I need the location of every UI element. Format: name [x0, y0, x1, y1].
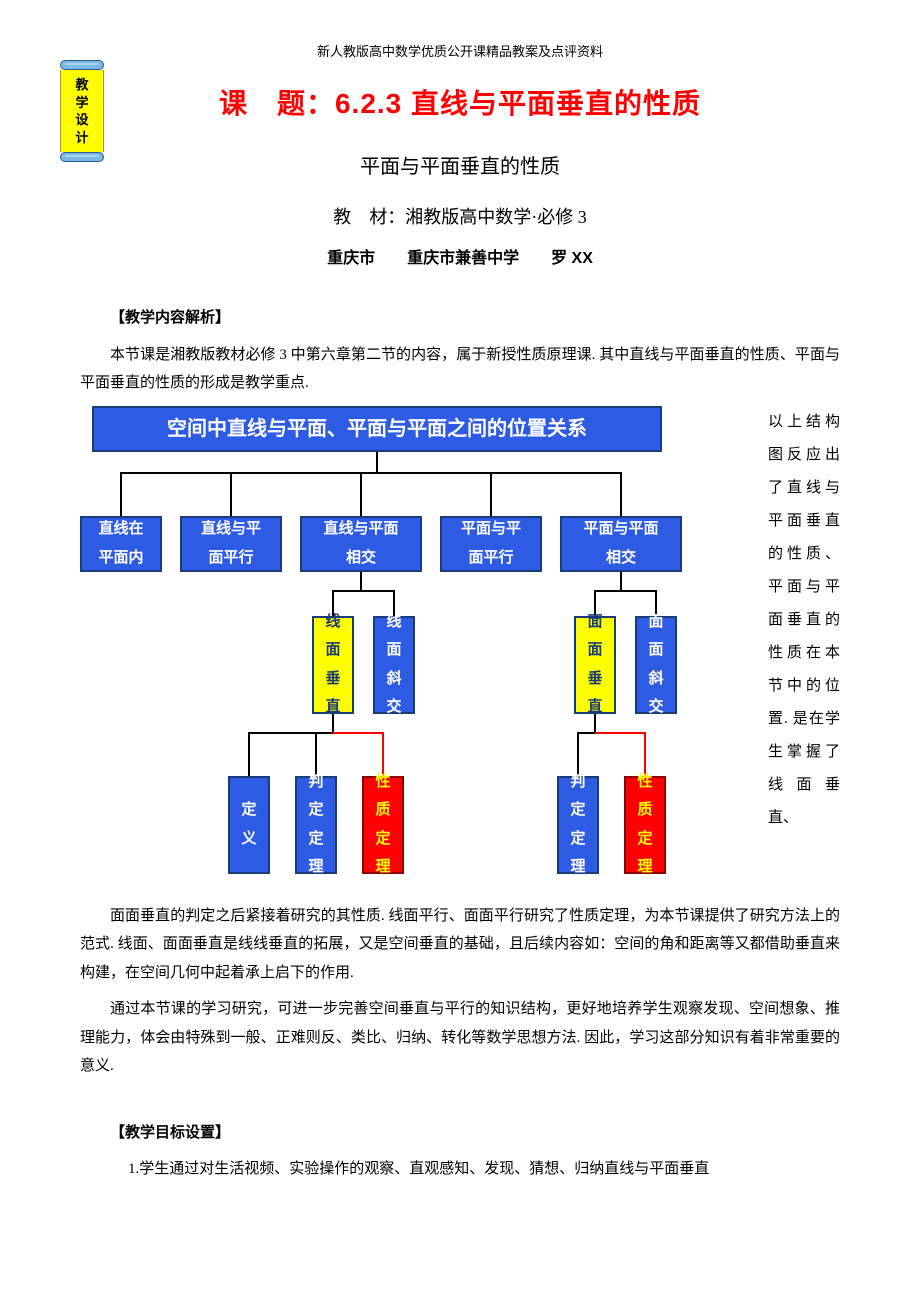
- scroll-body: 教 学 设 计: [60, 70, 104, 152]
- flow-node: 平面与平面 相交: [560, 516, 682, 572]
- flow-node: 面 面 垂 直: [574, 616, 616, 714]
- lesson-design-badge: 教 学 设 计: [60, 60, 104, 162]
- flow-node: 定 义: [228, 776, 270, 874]
- section-heading-goals: 【教学目标设置】: [80, 1119, 840, 1148]
- lesson-title: 课 题：6.2.3 直线与平面垂直的性质: [80, 77, 840, 130]
- flow-connector: [595, 590, 656, 592]
- badge-char: 设: [75, 112, 88, 127]
- flow-connector: [120, 472, 122, 516]
- flow-connector: [333, 590, 394, 592]
- lesson-subtitle: 平面与平面垂直的性质: [80, 148, 840, 186]
- flow-connector: [594, 714, 596, 732]
- flow-node: 空间中直线与平面、平面与平面之间的位置关系: [92, 406, 662, 452]
- flow-connector: [332, 714, 334, 732]
- flow-connector: [376, 452, 378, 472]
- scroll-decor-top: [60, 60, 104, 70]
- flow-connector: [248, 732, 250, 776]
- flow-connector: [595, 732, 645, 734]
- badge-char: 学: [75, 95, 88, 110]
- flow-node: 判 定 定 理: [295, 776, 337, 874]
- flow-connector: [490, 472, 492, 516]
- header-source-note: 新人教版高中数学优质公开课精品教案及点评资料: [80, 40, 840, 65]
- paragraph: 本节课是湘教版教材必修 3 中第六章第二节的内容，属于新授性质原理课. 其中直线…: [80, 341, 840, 398]
- wrapped-text-right: 以上结构图反应出了直线与平面垂直的性质、平面与平面垂直的性质在本节中的位置. 是…: [760, 406, 840, 835]
- flow-node: 直线与平 面平行: [180, 516, 282, 572]
- flow-node: 平面与平 面平行: [440, 516, 542, 572]
- flow-connector: [620, 472, 622, 516]
- flow-node: 性 质 定 理: [362, 776, 404, 874]
- goal-item: 1.学生通过对生活视频、实验操作的观察、直观感知、发现、猜想、归纳直线与平面垂直: [80, 1155, 840, 1184]
- author-info: 重庆市 重庆市兼善中学 罗 XX: [80, 244, 840, 274]
- paragraph: 通过本节课的学习研究，可进一步完善空间垂直与平行的知识结构，更好地培养学生观察发…: [80, 995, 840, 1081]
- textbook-info: 教 材：湘教版高中数学·必修 3: [80, 200, 840, 234]
- flow-connector: [230, 472, 232, 516]
- flow-connector: [333, 732, 383, 734]
- flow-node: 判 定 定 理: [557, 776, 599, 874]
- flow-node: 性 质 定 理: [624, 776, 666, 874]
- flow-connector: [121, 472, 621, 474]
- structure-flowchart: 空间中直线与平面、平面与平面之间的位置关系直线在 平面内直线与平 面平行直线与平…: [80, 406, 738, 896]
- flow-node: 线 面 斜 交: [373, 616, 415, 714]
- badge-char: 教: [75, 77, 88, 92]
- flow-node: 直线在 平面内: [80, 516, 162, 572]
- flow-connector: [360, 472, 362, 516]
- paragraph: 面面垂直的判定之后紧接着研究的其性质. 线面平行、面面平行研究了性质定理，为本节…: [80, 902, 840, 988]
- flowchart-wrap: 以上结构图反应出了直线与平面垂直的性质、平面与平面垂直的性质在本节中的位置. 是…: [80, 406, 840, 896]
- section-heading-content: 【教学内容解析】: [80, 304, 840, 333]
- flow-node: 直线与平面 相交: [300, 516, 422, 572]
- spacer: [80, 1089, 840, 1119]
- flow-node: 线 面 垂 直: [312, 616, 354, 714]
- badge-char: 计: [75, 130, 88, 145]
- flow-node: 面 面 斜 交: [635, 616, 677, 714]
- flow-connector: [620, 572, 622, 590]
- flow-connector: [360, 572, 362, 590]
- scroll-decor-bottom: [60, 152, 104, 162]
